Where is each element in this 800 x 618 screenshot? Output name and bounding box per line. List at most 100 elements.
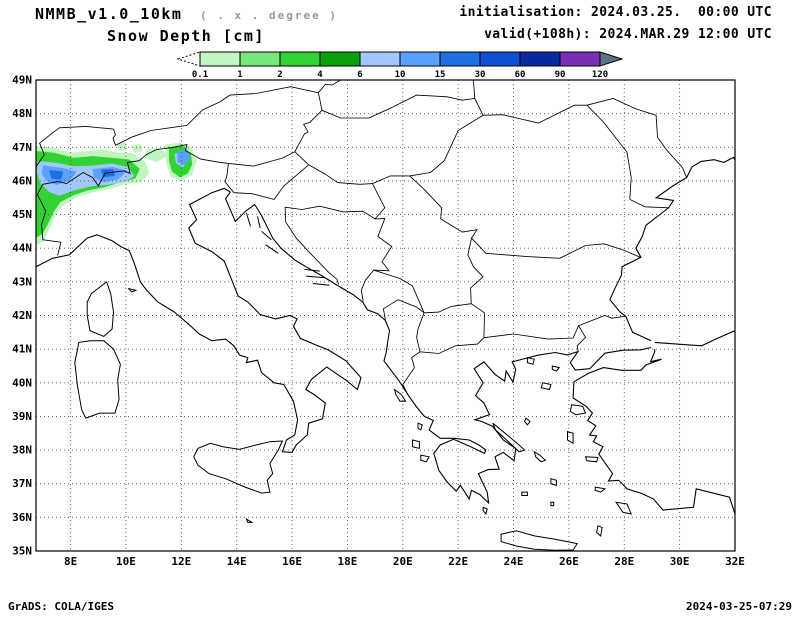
island-outline bbox=[127, 287, 138, 293]
island-outline bbox=[245, 517, 254, 523]
island-outline bbox=[420, 454, 430, 463]
lon-axis-label: 14E bbox=[227, 555, 247, 568]
island-outline bbox=[245, 212, 251, 227]
legend-box bbox=[319, 51, 361, 67]
legend-colorbar: 0.1 1 2 4 6 10 15 30 60 90 120 bbox=[176, 51, 624, 80]
legend-value: 2 bbox=[277, 70, 282, 80]
lon-axis-label: 28E bbox=[614, 555, 634, 568]
lon-axis-label: 26E bbox=[559, 555, 579, 568]
snow-shading-layer bbox=[36, 141, 197, 247]
legend-box bbox=[399, 51, 441, 67]
country-border bbox=[373, 269, 425, 313]
legend-box bbox=[239, 51, 281, 67]
legend-value: 1 bbox=[237, 70, 242, 80]
lat-axis-label: 37N bbox=[12, 477, 32, 490]
island-outline bbox=[569, 404, 587, 416]
legend-right-arrow bbox=[599, 51, 624, 67]
legend-value: 30 bbox=[475, 70, 486, 80]
lat-axis-label: 46N bbox=[12, 174, 32, 187]
country-border bbox=[284, 207, 340, 285]
coastline bbox=[36, 187, 362, 453]
country-border bbox=[578, 315, 626, 326]
legend-value: 4 bbox=[317, 70, 323, 80]
lon-axis-label: 22E bbox=[448, 555, 468, 568]
island-outline bbox=[521, 491, 528, 496]
island-outline bbox=[550, 478, 557, 487]
coastline bbox=[573, 349, 662, 383]
legend-value: 6 bbox=[357, 70, 362, 80]
lon-axis-label: 18E bbox=[337, 555, 357, 568]
country-border bbox=[576, 325, 587, 351]
country-border bbox=[470, 303, 485, 338]
legend-value: 15 bbox=[435, 70, 446, 80]
country-border bbox=[471, 237, 641, 259]
legend-box bbox=[279, 51, 321, 67]
country-border bbox=[402, 351, 421, 395]
valid-time-label: valid(+108h): 2024.MAR.29 12:00 UTC bbox=[484, 27, 772, 42]
legend-box bbox=[439, 51, 481, 67]
legend-value: 10 bbox=[395, 70, 406, 80]
variable-title: Snow Depth [cm] bbox=[107, 27, 265, 45]
country-border bbox=[586, 98, 687, 178]
legend-value: 120 bbox=[592, 70, 608, 80]
legend-box bbox=[519, 51, 561, 67]
legend-box bbox=[479, 51, 521, 67]
island-outline bbox=[584, 456, 599, 463]
country-border bbox=[409, 114, 484, 177]
country-border bbox=[409, 175, 478, 239]
country-border bbox=[321, 94, 484, 119]
lat-axis-label: 35N bbox=[12, 545, 32, 558]
island-outline bbox=[596, 525, 603, 537]
footer-timestamp: 2024-03-25-07:29 bbox=[686, 600, 792, 613]
country-border bbox=[228, 151, 295, 167]
country-border bbox=[308, 164, 410, 185]
lat-axis-label: 41N bbox=[12, 343, 32, 356]
snow-shade-region bbox=[116, 141, 128, 151]
island-outline bbox=[261, 231, 272, 241]
island-outline bbox=[304, 268, 320, 272]
country-border bbox=[586, 104, 632, 200]
legend-box bbox=[199, 51, 241, 67]
country-border bbox=[36, 125, 114, 168]
lat-axis-label: 48N bbox=[12, 107, 32, 120]
lat-axis-label: 36N bbox=[12, 511, 32, 524]
island-outline bbox=[86, 281, 115, 337]
lon-axis-label: 12E bbox=[171, 555, 191, 568]
country-border bbox=[112, 80, 341, 146]
legend-box bbox=[559, 51, 601, 67]
island-outline bbox=[526, 356, 535, 365]
country-border bbox=[294, 92, 323, 152]
lon-axis-label: 32E bbox=[725, 555, 745, 568]
island-outline bbox=[257, 216, 261, 229]
coastline bbox=[609, 156, 735, 342]
island-outline bbox=[482, 506, 488, 516]
country-border bbox=[483, 104, 587, 124]
island-outline bbox=[614, 501, 633, 515]
lat-axis-label: 44N bbox=[12, 242, 32, 255]
lat-axis-label: 47N bbox=[12, 141, 32, 154]
legend-value: 90 bbox=[555, 70, 566, 80]
island-outline bbox=[567, 430, 574, 445]
country-border bbox=[382, 299, 425, 320]
lon-axis-label: 30E bbox=[670, 555, 690, 568]
country-border bbox=[294, 151, 309, 166]
island-outline bbox=[492, 422, 526, 453]
island-outline bbox=[412, 439, 420, 450]
coastline bbox=[224, 191, 652, 505]
island-outline bbox=[74, 340, 121, 419]
country-border bbox=[467, 238, 484, 304]
island-outline bbox=[594, 486, 607, 493]
legend-value: 0.1 bbox=[192, 70, 208, 80]
country-border bbox=[360, 218, 393, 302]
lat-axis-label: 39N bbox=[12, 410, 32, 423]
coastline bbox=[572, 381, 735, 515]
lat-axis-label: 38N bbox=[12, 444, 32, 457]
country-border bbox=[285, 205, 376, 220]
legend-box bbox=[359, 51, 401, 67]
footer-grads-credit: GrADS: COLA/IGES bbox=[8, 600, 114, 613]
island-outline bbox=[540, 382, 552, 391]
lon-axis-label: 24E bbox=[504, 555, 524, 568]
lon-axis-label: 10E bbox=[116, 555, 136, 568]
country-border bbox=[36, 144, 235, 256]
